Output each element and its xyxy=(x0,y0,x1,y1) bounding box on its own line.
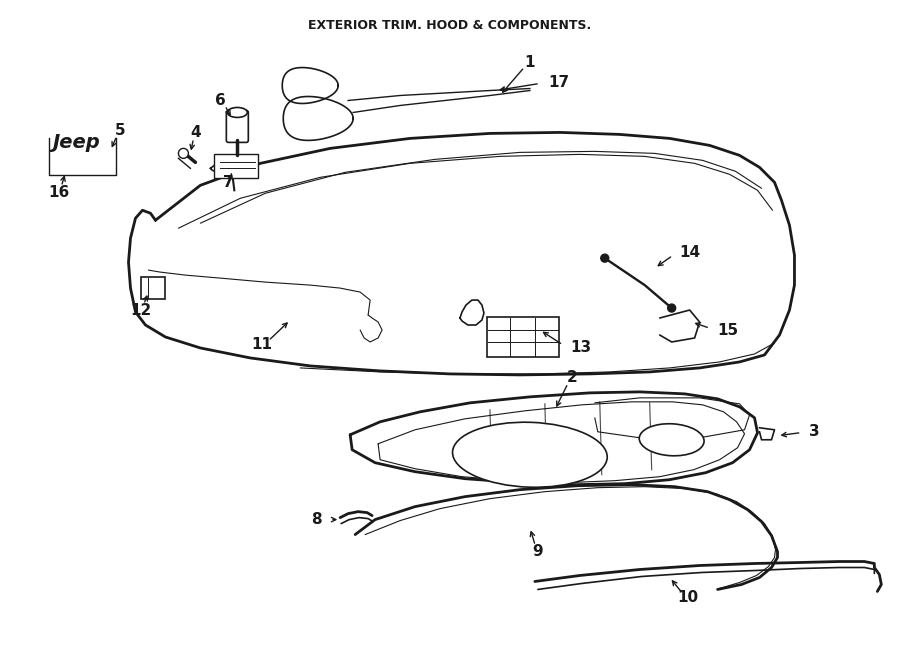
Text: 17: 17 xyxy=(548,75,569,90)
Text: 9: 9 xyxy=(533,544,544,559)
Text: 13: 13 xyxy=(570,340,591,356)
Text: 7: 7 xyxy=(223,175,234,190)
Text: 6: 6 xyxy=(215,93,226,108)
Text: 3: 3 xyxy=(809,424,820,440)
Text: 1: 1 xyxy=(525,55,535,70)
Circle shape xyxy=(668,304,676,312)
Text: Jeep: Jeep xyxy=(52,134,101,153)
Text: 16: 16 xyxy=(48,185,69,200)
Ellipse shape xyxy=(228,108,248,118)
Text: 4: 4 xyxy=(190,125,201,140)
FancyBboxPatch shape xyxy=(141,277,166,299)
Text: 11: 11 xyxy=(252,338,273,352)
Circle shape xyxy=(601,254,608,262)
Text: 14: 14 xyxy=(680,245,701,260)
Ellipse shape xyxy=(639,424,704,456)
Text: 15: 15 xyxy=(717,323,739,338)
Ellipse shape xyxy=(453,422,608,487)
FancyBboxPatch shape xyxy=(214,155,258,178)
Polygon shape xyxy=(760,428,775,440)
FancyBboxPatch shape xyxy=(226,110,248,142)
Text: 12: 12 xyxy=(130,303,151,317)
Text: 5: 5 xyxy=(115,123,126,138)
Text: 8: 8 xyxy=(311,512,322,527)
Circle shape xyxy=(178,148,188,159)
Text: 2: 2 xyxy=(566,370,577,385)
Text: 10: 10 xyxy=(677,590,698,605)
Text: EXTERIOR TRIM. HOOD & COMPONENTS.: EXTERIOR TRIM. HOOD & COMPONENTS. xyxy=(309,19,591,32)
FancyBboxPatch shape xyxy=(487,317,559,357)
